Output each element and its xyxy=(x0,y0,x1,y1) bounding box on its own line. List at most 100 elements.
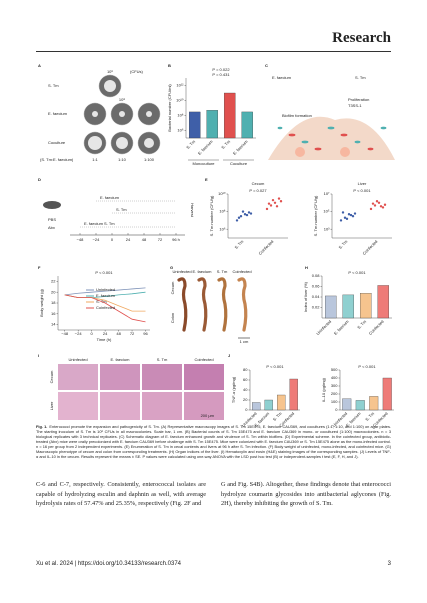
histology-cecum xyxy=(100,364,140,390)
panel-label: H xyxy=(305,265,308,270)
y-tick-label: 300 xyxy=(331,383,338,388)
panel-label: F xyxy=(38,265,41,270)
group-label: Coculture xyxy=(230,161,248,166)
bacterium xyxy=(301,140,307,144)
p-value: P < 0.001 xyxy=(348,270,366,275)
panel-label: I xyxy=(38,353,39,358)
x-tick-label: E. faecium xyxy=(232,138,249,155)
x-tick-label: S. Tm xyxy=(356,318,367,329)
y-tick-label: 16 xyxy=(51,311,56,316)
data-point xyxy=(245,213,249,217)
p-value: P = 0.431 xyxy=(212,72,230,77)
bacterium xyxy=(354,140,360,144)
data-point xyxy=(341,211,345,214)
bacterium xyxy=(367,147,373,151)
data-point xyxy=(275,205,279,208)
data-point xyxy=(351,215,355,218)
p-value: P = 0.022 xyxy=(212,67,230,72)
y-tick-label: 200 xyxy=(331,391,338,396)
x-tick-label: 48 xyxy=(116,331,121,336)
cell xyxy=(295,147,305,157)
histology-cecum xyxy=(184,364,224,390)
legend-label: Coinfected xyxy=(96,305,115,310)
y-tick-label: 10⁵ xyxy=(323,209,329,214)
data-point xyxy=(369,207,373,211)
data-point xyxy=(271,198,275,202)
bar xyxy=(369,396,379,411)
x-tick-label: S. Tm xyxy=(364,410,375,421)
column-label: Uninfected xyxy=(68,357,87,362)
cell xyxy=(340,147,350,157)
biofilm xyxy=(268,116,395,160)
y-tick-label: 0 xyxy=(245,407,248,412)
y-tick-label: 80 xyxy=(243,367,248,372)
time-label: −48 xyxy=(77,237,85,242)
bar xyxy=(377,285,389,319)
x-tick-label: E. faecium xyxy=(333,318,350,335)
data-point xyxy=(381,206,385,209)
cecum-colon xyxy=(217,277,228,332)
panel-label: B xyxy=(168,63,171,68)
ratio: 1:100 xyxy=(144,157,155,162)
bar xyxy=(289,378,298,411)
panel-label: G xyxy=(170,265,173,270)
x-tick-label: S. Tm xyxy=(220,138,231,149)
time-label: 0 xyxy=(111,237,114,242)
macrocolony xyxy=(88,136,102,150)
data-point xyxy=(247,211,251,214)
bar xyxy=(382,377,392,411)
data-point xyxy=(237,216,241,219)
p-value: P < 0.001 xyxy=(95,270,113,275)
group-label: Monoculture xyxy=(192,161,215,166)
x-axis-label: Time (h) xyxy=(97,337,112,342)
p-value: P < 0.001 xyxy=(358,364,376,369)
time-label: 72 xyxy=(158,237,163,242)
y-tick-label: 10⁸ xyxy=(219,209,225,214)
y-tick-label: 14 xyxy=(51,322,56,327)
dose-label: E. faecium xyxy=(100,195,120,200)
ratio-title: (S. Tm:E. faecium) xyxy=(40,157,74,162)
data-point xyxy=(267,202,271,205)
column-label: S. Tm xyxy=(157,357,168,362)
y-axis-label: TNF-α (pg/mg) xyxy=(231,376,236,403)
data-point xyxy=(353,212,357,215)
column-label: E. faecium xyxy=(193,269,213,274)
mouse xyxy=(43,201,61,209)
data-point xyxy=(277,197,281,200)
row-label: Cecum xyxy=(49,370,54,383)
y-tick-label: 10¹² xyxy=(176,83,184,88)
inoculum: 10⁶ xyxy=(107,69,113,74)
data-point xyxy=(279,200,283,203)
p-value: P = 0.027 xyxy=(249,188,267,193)
chart-title: Cecum xyxy=(252,181,265,186)
footer-citation: Xu et al. 2024 | https://doi.org/10.3413… xyxy=(36,561,181,567)
panel-label: D xyxy=(38,177,41,182)
data-point xyxy=(371,202,375,205)
panel-label: J xyxy=(228,353,230,358)
bacterium xyxy=(277,126,283,130)
dose-label: S. Tm xyxy=(116,207,127,212)
panel-label: E xyxy=(205,177,208,182)
x-tick-label: Coinfected xyxy=(361,239,378,256)
data-point xyxy=(379,205,383,208)
diagram-label: Biofilm formation xyxy=(282,113,312,118)
x-tick-label: 24 xyxy=(103,331,108,336)
y-tick-label: 40 xyxy=(243,387,248,392)
cecum-colon xyxy=(177,277,188,332)
p-value: P < 0.001 xyxy=(266,364,284,369)
x-tick-label: S. Tm xyxy=(185,138,196,149)
data-point xyxy=(273,201,277,204)
cecum-colon xyxy=(237,277,248,332)
y-axis-label: S. Tm number (CFU/g) xyxy=(313,195,318,236)
data-point xyxy=(265,207,269,211)
panel-label: A xyxy=(38,63,41,68)
y-tick-label: 100 xyxy=(331,399,338,404)
x-tick-label: Coinfected xyxy=(257,239,274,256)
y-tick-label: 10⁸ xyxy=(177,113,183,118)
x-tick-label: Uninfected xyxy=(315,319,332,336)
bacterium xyxy=(314,147,320,151)
histology-liver xyxy=(142,392,182,420)
data-point xyxy=(349,213,353,217)
time-label: −24 xyxy=(93,237,101,242)
y-tick-label: 500 xyxy=(331,367,338,372)
